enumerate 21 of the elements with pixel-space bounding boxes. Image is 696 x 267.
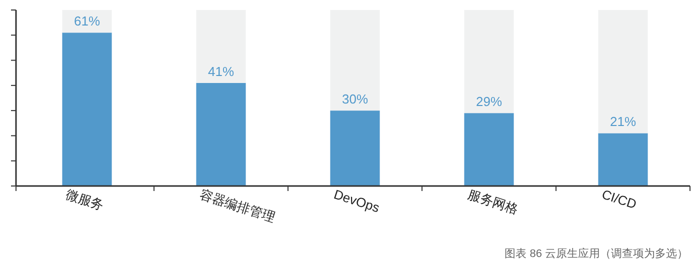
bar	[62, 10, 112, 33]
bar	[598, 133, 648, 186]
data-label: 21%	[610, 114, 636, 130]
bar	[598, 10, 648, 134]
bar	[196, 10, 246, 83]
x-tick-label: 服务网格	[466, 186, 520, 217]
data-label: 41%	[208, 64, 234, 79]
x-tick-label: 微服务	[64, 186, 106, 213]
x-tick-label: DevOps	[332, 186, 382, 216]
bar	[196, 82, 246, 186]
bar	[330, 110, 380, 186]
data-label: 29%	[476, 94, 502, 110]
x-tick-label: CI/CD	[600, 186, 638, 212]
x-tick-label: 容器编排管理	[198, 186, 277, 225]
bar	[62, 32, 112, 186]
bar	[464, 113, 514, 186]
text: 图表 86 云原生应用（调查项为多选）	[504, 247, 688, 260]
data-label: 30%	[342, 92, 368, 107]
data-label: 61%	[74, 14, 100, 29]
bar	[464, 10, 514, 114]
bar	[330, 10, 380, 111]
